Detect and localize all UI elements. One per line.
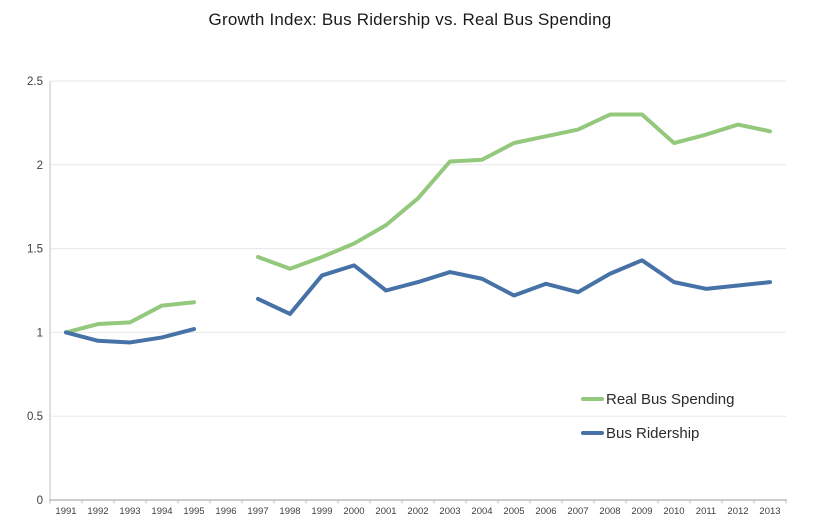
x-axis-label: 2012 xyxy=(727,506,748,517)
legend-item-real-bus-spending: Real Bus Spending xyxy=(581,390,734,408)
x-axis-label: 2001 xyxy=(375,506,396,517)
x-axis-label: 2007 xyxy=(567,506,588,517)
y-axis-label: 1 xyxy=(37,327,43,339)
bus-ridership-line-swatch-icon xyxy=(581,431,604,435)
x-axis-label: 1998 xyxy=(279,506,300,517)
x-axis-label: 2006 xyxy=(535,506,556,517)
x-axis-label: 2009 xyxy=(631,506,652,517)
series-line-bus-ridership xyxy=(64,327,196,345)
y-axis-label: 0.5 xyxy=(27,411,43,423)
legend-item-bus-ridership: Bus Ridership xyxy=(581,424,699,442)
series-line-real-bus-spending xyxy=(256,112,772,271)
x-axis-label: 2010 xyxy=(663,506,684,517)
x-axis-label: 1992 xyxy=(87,506,108,517)
x-axis-label: 1999 xyxy=(311,506,332,517)
chart-title: Growth Index: Bus Ridership vs. Real Bus… xyxy=(208,10,612,29)
x-axis-label: 1997 xyxy=(247,506,268,517)
x-axis-label: 1994 xyxy=(151,506,172,517)
x-axis-label: 2003 xyxy=(439,506,460,517)
y-axis-label: 1.5 xyxy=(27,244,43,256)
x-axis-label: 2000 xyxy=(343,506,364,517)
x-axis-label: 1991 xyxy=(55,506,76,517)
legend-label-bus-ridership: Bus Ridership xyxy=(606,424,700,442)
y-axis-label: 2.5 xyxy=(27,76,43,88)
series-line-bus-ridership xyxy=(256,258,772,316)
x-axis-label: 2013 xyxy=(759,506,780,517)
x-axis-label: 2011 xyxy=(696,506,716,517)
y-axis-label: 0 xyxy=(37,495,43,507)
x-axis-label: 1996 xyxy=(215,506,236,517)
x-axis-label: 1993 xyxy=(119,506,140,517)
y-axis-label: 2 xyxy=(37,160,43,172)
series-line-real-bus-spending xyxy=(64,300,196,335)
real-bus-spending-line-swatch-icon xyxy=(581,397,604,401)
x-axis-label: 1995 xyxy=(183,506,204,517)
x-axis-label: 2005 xyxy=(503,506,524,517)
x-axis-label: 2008 xyxy=(599,506,620,517)
x-axis-label: 2004 xyxy=(471,506,492,517)
x-axis-label: 2002 xyxy=(407,506,428,517)
legend-label-real-bus-spending: Real Bus Spending xyxy=(606,390,735,408)
